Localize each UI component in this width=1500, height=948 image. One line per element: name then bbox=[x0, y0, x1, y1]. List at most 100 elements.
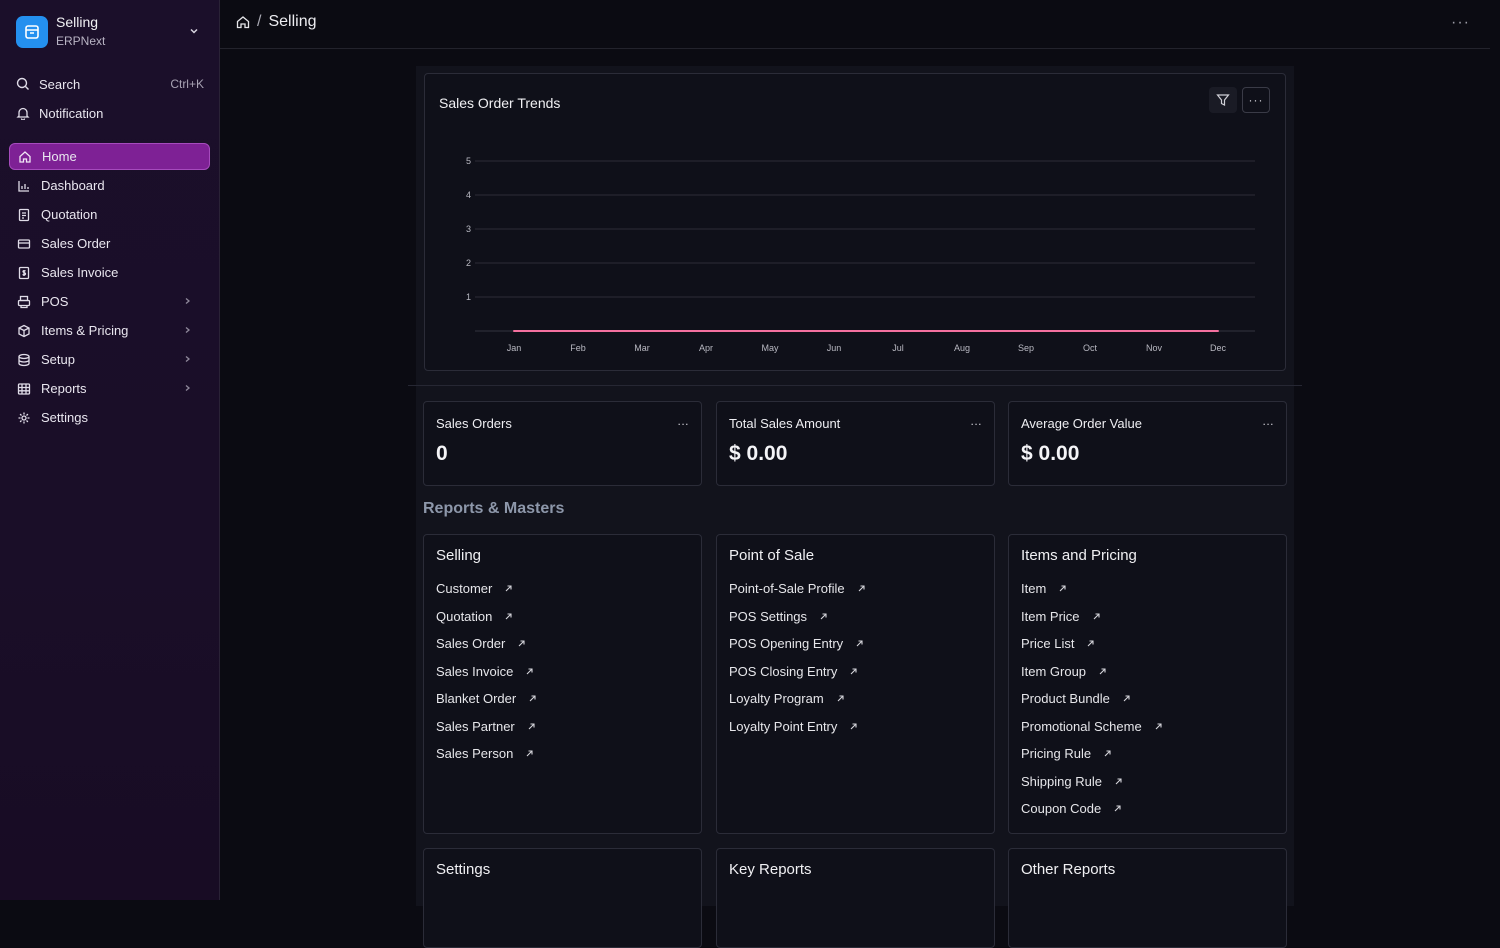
notification-button[interactable]: Notification bbox=[16, 102, 204, 124]
home-icon[interactable] bbox=[235, 14, 251, 30]
shortcut-link[interactable]: Item Group bbox=[1021, 664, 1163, 692]
sidebar-item-label: POS bbox=[41, 294, 69, 309]
link-list: Customer Quotation Sales Order Sales Invoic… bbox=[436, 581, 537, 774]
data-point[interactable] bbox=[1025, 330, 1027, 332]
shortcut-link[interactable]: Promotional Scheme bbox=[1021, 719, 1163, 747]
data-point[interactable] bbox=[577, 330, 579, 332]
external-arrow-icon bbox=[1088, 640, 1095, 647]
shortcut-link-label: Loyalty Program bbox=[729, 691, 824, 706]
workspace-switcher[interactable]: Selling ERPNext bbox=[16, 14, 206, 50]
document-icon bbox=[18, 208, 30, 221]
breadcrumb-current[interactable]: Selling bbox=[268, 13, 317, 30]
chart-more-button[interactable]: ··· bbox=[1242, 87, 1270, 113]
sidebar-item-sales-invoice[interactable]: Sales Invoice bbox=[9, 259, 210, 286]
more-options-icon[interactable]: ... bbox=[677, 414, 689, 428]
number-card-value: $ 0.00 bbox=[1021, 442, 1080, 465]
shortcut-link[interactable]: Shipping Rule bbox=[1021, 774, 1163, 802]
external-arrow-icon bbox=[858, 585, 865, 592]
top-bar: / Selling ··· bbox=[220, 0, 1490, 49]
chevron-right-icon bbox=[185, 385, 191, 391]
shortcut-link[interactable]: Pricing Rule bbox=[1021, 746, 1163, 774]
shortcut-link[interactable]: Sales Partner bbox=[436, 719, 537, 747]
link-card-selling: Selling Customer Quotation Sales Order Sale… bbox=[423, 534, 702, 834]
shortcut-link-label: Quotation bbox=[436, 608, 493, 624]
database-icon bbox=[18, 353, 30, 366]
data-point[interactable] bbox=[897, 330, 899, 332]
number-card-label: Average Order Value bbox=[1021, 416, 1142, 431]
shortcut-link-label: Sales Order bbox=[436, 636, 506, 651]
x-tick-label: Dec bbox=[1210, 343, 1227, 353]
sidebar-item-label: Reports bbox=[41, 381, 87, 396]
more-options-icon[interactable]: ··· bbox=[1451, 14, 1470, 31]
data-point[interactable] bbox=[1089, 330, 1091, 332]
shortcut-link[interactable]: Sales Invoice bbox=[436, 664, 537, 692]
link-card-settings: Settings bbox=[423, 848, 702, 948]
sidebar-item-dashboard[interactable]: Dashboard bbox=[9, 172, 210, 199]
shortcut-link[interactable]: Product Bundle bbox=[1021, 691, 1163, 719]
data-point[interactable] bbox=[641, 330, 643, 332]
external-arrow-icon bbox=[1093, 612, 1100, 619]
sidebar-item-pos[interactable]: POS bbox=[9, 288, 210, 315]
shortcut-link[interactable]: Point-of-Sale Profile bbox=[729, 581, 866, 609]
printer-icon bbox=[17, 295, 31, 308]
shortcut-link[interactable]: POS Opening Entry bbox=[729, 636, 866, 664]
number-card-sales-orders[interactable]: Sales Orders ... 0 bbox=[423, 401, 702, 486]
data-point[interactable] bbox=[1217, 330, 1219, 332]
shortcut-link[interactable]: Sales Order bbox=[436, 636, 537, 664]
external-arrow-icon bbox=[1115, 777, 1122, 784]
number-card-average-order-value[interactable]: Average Order Value ... $ 0.00 bbox=[1008, 401, 1287, 486]
search-button[interactable]: Search Ctrl+K bbox=[16, 73, 204, 95]
x-tick-label: Mar bbox=[634, 343, 650, 353]
data-point[interactable] bbox=[961, 330, 963, 332]
external-arrow-icon bbox=[526, 667, 533, 674]
data-point[interactable] bbox=[769, 330, 771, 332]
link-card-title: Point of Sale bbox=[729, 547, 815, 564]
link-card-title: Items and Pricing bbox=[1021, 547, 1137, 564]
shortcut-link[interactable]: Customer bbox=[436, 581, 537, 609]
link-card-title: Key Reports bbox=[729, 861, 812, 878]
shortcut-link-label: Item Group bbox=[1021, 663, 1087, 679]
shortcut-link[interactable]: Blanket Order bbox=[436, 691, 537, 719]
shortcut-link[interactable]: Loyalty Point Entry bbox=[729, 719, 866, 747]
link-card-title: Settings bbox=[436, 861, 491, 878]
sidebar-item-items-pricing[interactable]: Items & Pricing bbox=[9, 317, 210, 344]
shortcut-link[interactable]: Item Price bbox=[1021, 609, 1163, 637]
shortcut-link[interactable]: Item bbox=[1021, 581, 1163, 609]
x-tick-label: Jun bbox=[827, 343, 842, 353]
shortcut-link[interactable]: Loyalty Program bbox=[729, 691, 866, 719]
filter-icon bbox=[1216, 94, 1230, 106]
search-label: Search bbox=[39, 76, 81, 92]
bar-chart-icon bbox=[18, 180, 29, 192]
shortcut-link-label: Blanket Order bbox=[436, 691, 517, 706]
number-card-value: 0 bbox=[436, 442, 448, 465]
shortcut-link[interactable]: Price List bbox=[1021, 636, 1163, 664]
shortcut-link-label: Item bbox=[1021, 581, 1047, 596]
sidebar-item-settings[interactable]: Settings bbox=[9, 404, 210, 431]
sidebar-item-setup[interactable]: Setup bbox=[9, 346, 210, 373]
shortcut-link[interactable]: POS Settings bbox=[729, 609, 866, 637]
shortcut-link[interactable]: Coupon Code bbox=[1021, 801, 1163, 829]
shortcut-link[interactable]: Sales Person bbox=[436, 746, 537, 774]
link-card-point-of-sale: Point of Sale Point-of-Sale Profile POS S… bbox=[716, 534, 995, 834]
data-point[interactable] bbox=[833, 330, 835, 332]
data-point[interactable] bbox=[513, 330, 515, 332]
sidebar-item-home[interactable]: Home bbox=[9, 143, 210, 170]
shortcut-link[interactable]: POS Closing Entry bbox=[729, 664, 866, 692]
shortcut-link-label: Sales Person bbox=[436, 746, 514, 761]
more-options-icon[interactable]: ... bbox=[970, 414, 982, 428]
shortcut-link[interactable]: Quotation bbox=[436, 609, 537, 637]
sidebar-item-reports[interactable]: Reports bbox=[9, 375, 210, 402]
chart-filter-button[interactable] bbox=[1209, 87, 1237, 113]
shortcut-link-label: Pricing Rule bbox=[1021, 746, 1092, 761]
data-point[interactable] bbox=[705, 330, 707, 332]
sidebar-item-sales-order[interactable]: Sales Order bbox=[9, 230, 210, 257]
more-options-icon[interactable]: ... bbox=[1262, 414, 1274, 428]
sidebar-item-label: Items & Pricing bbox=[41, 323, 129, 338]
number-card-total-sales-amount[interactable]: Total Sales Amount ... $ 0.00 bbox=[716, 401, 995, 486]
home-icon bbox=[19, 150, 31, 163]
shortcut-link-label: POS Closing Entry bbox=[729, 663, 838, 679]
invoice-icon bbox=[18, 266, 30, 279]
external-arrow-icon bbox=[1123, 695, 1130, 702]
sidebar-item-quotation[interactable]: Quotation bbox=[9, 201, 210, 228]
data-point[interactable] bbox=[1153, 330, 1155, 332]
